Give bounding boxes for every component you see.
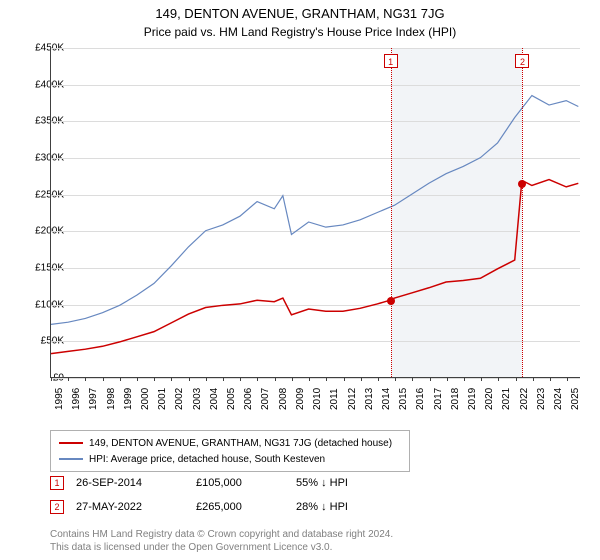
x-tick-label: 2009 <box>295 388 306 410</box>
x-tick-label: 2022 <box>519 388 530 410</box>
x-tick-label: 2001 <box>157 388 168 410</box>
series-hpi <box>51 96 578 325</box>
license-text: Contains HM Land Registry data © Crown c… <box>50 528 393 554</box>
legend-item-price: 149, DENTON AVENUE, GRANTHAM, NG31 7JG (… <box>59 435 401 451</box>
event-marker-label: 2 <box>515 54 529 68</box>
x-tick-label: 2010 <box>312 388 323 410</box>
sale-marker: 2 <box>50 500 64 514</box>
x-tick-label: 2007 <box>260 388 271 410</box>
license-line: Contains HM Land Registry data © Crown c… <box>50 528 393 541</box>
x-tick-label: 2005 <box>226 388 237 410</box>
x-tick-label: 2016 <box>415 388 426 410</box>
x-tick-label: 2017 <box>433 388 444 410</box>
sale-date: 26-SEP-2014 <box>76 477 196 489</box>
x-tick-label: 2013 <box>364 388 375 410</box>
sale-diff: 55% ↓ HPI <box>296 477 348 489</box>
x-tick-label: 1998 <box>106 388 117 410</box>
x-tick-label: 2020 <box>484 388 495 410</box>
x-tick-label: 2012 <box>347 388 358 410</box>
license-line: This data is licensed under the Open Gov… <box>50 541 393 554</box>
sale-row-1: 1 26-SEP-2014 £105,000 55% ↓ HPI <box>50 476 348 490</box>
line-series <box>51 48 580 377</box>
plot-area: 12 <box>50 48 580 378</box>
x-tick-label: 2008 <box>278 388 289 410</box>
x-tick-label: 2000 <box>140 388 151 410</box>
x-tick-label: 2021 <box>501 388 512 410</box>
event-marker-point <box>518 180 526 188</box>
x-tick-label: 2024 <box>553 388 564 410</box>
x-tick-label: 1995 <box>54 388 65 410</box>
series-price_paid <box>51 180 578 354</box>
sale-diff: 28% ↓ HPI <box>296 501 348 513</box>
x-tick-label: 2003 <box>192 388 203 410</box>
chart-container: 149, DENTON AVENUE, GRANTHAM, NG31 7JG P… <box>0 0 600 560</box>
sale-marker: 1 <box>50 476 64 490</box>
chart-subtitle: Price paid vs. HM Land Registry's House … <box>0 21 600 39</box>
legend-label: HPI: Average price, detached house, Sout… <box>89 454 325 465</box>
x-tick-label: 2002 <box>174 388 185 410</box>
legend-swatch <box>59 458 83 460</box>
x-tick-label: 2011 <box>329 388 340 410</box>
x-tick-label: 2014 <box>381 388 392 410</box>
sale-date: 27-MAY-2022 <box>76 501 196 513</box>
x-tick-label: 2023 <box>536 388 547 410</box>
x-tick-label: 2015 <box>398 388 409 410</box>
x-tick-label: 1999 <box>123 388 134 410</box>
event-marker-point <box>387 297 395 305</box>
chart-title: 149, DENTON AVENUE, GRANTHAM, NG31 7JG <box>0 0 600 21</box>
x-tick-label: 1996 <box>71 388 82 410</box>
x-tick-label: 2004 <box>209 388 220 410</box>
sale-price: £105,000 <box>196 477 296 489</box>
event-marker-label: 1 <box>384 54 398 68</box>
legend-item-hpi: HPI: Average price, detached house, Sout… <box>59 451 401 467</box>
x-tick-label: 2006 <box>243 388 254 410</box>
legend-swatch <box>59 442 83 444</box>
legend: 149, DENTON AVENUE, GRANTHAM, NG31 7JG (… <box>50 430 410 472</box>
x-tick-label: 2025 <box>570 388 581 410</box>
sale-price: £265,000 <box>196 501 296 513</box>
x-tick-label: 2018 <box>450 388 461 410</box>
legend-label: 149, DENTON AVENUE, GRANTHAM, NG31 7JG (… <box>89 438 392 449</box>
x-tick-label: 2019 <box>467 388 478 410</box>
sale-row-2: 2 27-MAY-2022 £265,000 28% ↓ HPI <box>50 500 348 514</box>
x-tick-label: 1997 <box>88 388 99 410</box>
